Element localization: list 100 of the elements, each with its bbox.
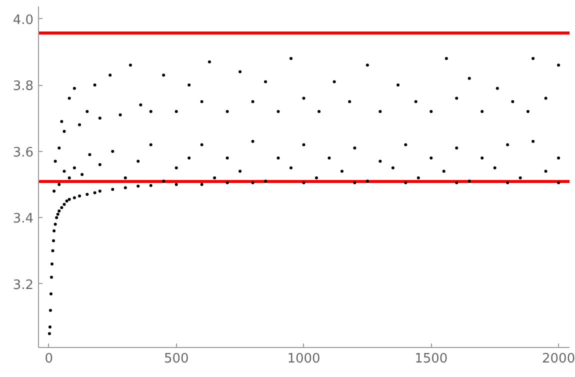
point: [174, 182, 178, 186]
point: [68, 96, 71, 100]
point: [48, 325, 52, 328]
point: [238, 70, 242, 74]
point: [264, 80, 268, 84]
x-tick-label: 1000: [287, 352, 320, 366]
point: [396, 84, 400, 87]
point: [124, 186, 127, 190]
point: [532, 140, 535, 143]
point: [52, 239, 56, 242]
point: [506, 181, 510, 184]
point: [200, 182, 204, 186]
point: [49, 292, 52, 296]
point: [56, 212, 60, 216]
point: [414, 100, 418, 104]
point: [139, 103, 142, 106]
point: [455, 181, 458, 184]
point: [557, 64, 560, 67]
point: [54, 160, 57, 163]
point: [290, 57, 293, 60]
point: [149, 143, 152, 146]
point: [264, 180, 268, 183]
point: [430, 156, 433, 160]
point: [93, 191, 96, 194]
point: [88, 153, 92, 156]
point: [208, 60, 211, 64]
point: [111, 188, 114, 191]
point: [52, 190, 56, 193]
point: [430, 110, 433, 114]
point: [302, 181, 306, 184]
point: [58, 146, 61, 150]
point: [149, 184, 152, 187]
point: [60, 206, 64, 210]
point: [226, 110, 229, 114]
point: [128, 64, 132, 67]
point: [72, 86, 76, 90]
point: [251, 181, 254, 184]
x-tick-label: 2000: [542, 352, 575, 366]
point: [290, 166, 293, 170]
point: [314, 176, 318, 180]
point: [480, 110, 484, 114]
point: [444, 57, 448, 60]
point: [86, 110, 89, 114]
point: [404, 181, 408, 184]
point: [340, 170, 344, 173]
point: [506, 143, 510, 146]
point: [54, 222, 57, 226]
point: [557, 181, 560, 184]
point: [55, 216, 58, 220]
point: [174, 110, 178, 114]
point: [62, 202, 66, 206]
point: [188, 156, 191, 160]
point: [532, 57, 535, 60]
y-tick-label: 4.0: [12, 12, 34, 28]
point: [353, 181, 356, 184]
y-tick-label: 3.2: [12, 278, 34, 293]
point: [136, 184, 140, 188]
point: [108, 74, 112, 77]
point: [302, 96, 306, 100]
point: [226, 156, 229, 160]
point: [442, 170, 446, 173]
point: [200, 100, 204, 104]
point: [118, 113, 122, 116]
point: [93, 84, 96, 87]
x-tick-label: 1500: [414, 352, 448, 366]
point: [188, 84, 191, 87]
point: [378, 110, 382, 114]
point: [544, 170, 548, 173]
point: [50, 262, 54, 266]
point: [124, 176, 127, 180]
point: [318, 110, 321, 114]
point: [200, 143, 204, 146]
point: [52, 229, 56, 232]
point: [332, 80, 336, 84]
point: [213, 176, 216, 180]
point: [366, 64, 369, 67]
point: [455, 146, 458, 150]
point: [416, 176, 420, 180]
point: [98, 190, 102, 193]
y-tick-label: 3.8: [12, 79, 34, 94]
point: [98, 163, 102, 166]
point: [328, 156, 331, 160]
point: [68, 198, 71, 201]
point: [511, 100, 514, 104]
point: [276, 110, 280, 114]
point: [238, 170, 242, 173]
point: [51, 249, 54, 252]
point: [468, 76, 471, 80]
point: [60, 120, 64, 123]
point: [111, 150, 114, 153]
point: [480, 156, 484, 160]
point: [86, 192, 89, 196]
point: [353, 146, 356, 150]
point: [62, 130, 66, 133]
y-tick-label: 3.4: [12, 212, 34, 227]
point: [378, 160, 382, 163]
point: [493, 166, 496, 170]
point: [72, 196, 76, 200]
point: [518, 176, 522, 180]
point: [276, 156, 280, 160]
